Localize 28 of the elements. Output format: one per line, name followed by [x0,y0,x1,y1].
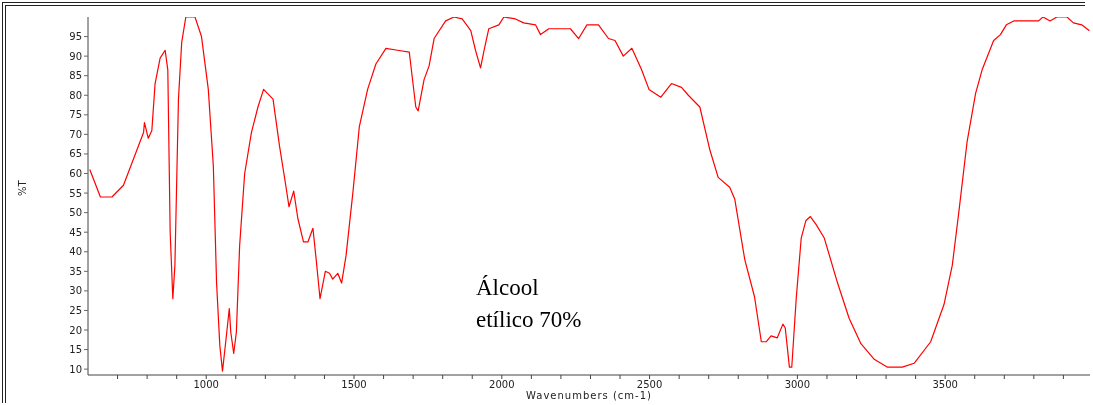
x-tick-label: 2500 [636,379,663,391]
y-tick-label: 45 [69,226,82,238]
line-series [89,17,1090,372]
y-tick-label: 20 [69,324,82,336]
y-tick-label: 80 [69,89,82,101]
annotation: Álcool etílico 70% [476,274,582,334]
y-tick-label: 50 [69,207,82,219]
y-tick-label: 60 [69,168,82,180]
y-tick-label: 65 [69,148,82,160]
y-tick-label: 85 [69,70,82,82]
x-axis-title: Wavenumbers (cm-1) [526,390,652,401]
y-tick-label: 70 [69,128,82,140]
y-tick-label: 10 [69,363,82,375]
y-tick-label: 75 [69,109,82,121]
y-tick-label: 90 [69,50,82,62]
x-tick-label: 3000 [784,379,811,391]
y-tick-label: 95 [69,31,82,43]
y-axis-title: %T [16,179,28,196]
y-tick-label: 15 [69,344,82,356]
y-tick-label: 40 [69,246,82,258]
y-tick-label: 25 [69,304,82,316]
y-tick-label: 55 [69,187,82,199]
y-tick-label: 30 [69,285,82,297]
x-tick-label: 1500 [341,379,367,391]
x-tick-label: 3500 [932,379,958,391]
y-tick-label: 35 [69,265,82,277]
x-tick-label: 2000 [489,379,515,391]
x-tick-label: 1000 [193,379,219,391]
